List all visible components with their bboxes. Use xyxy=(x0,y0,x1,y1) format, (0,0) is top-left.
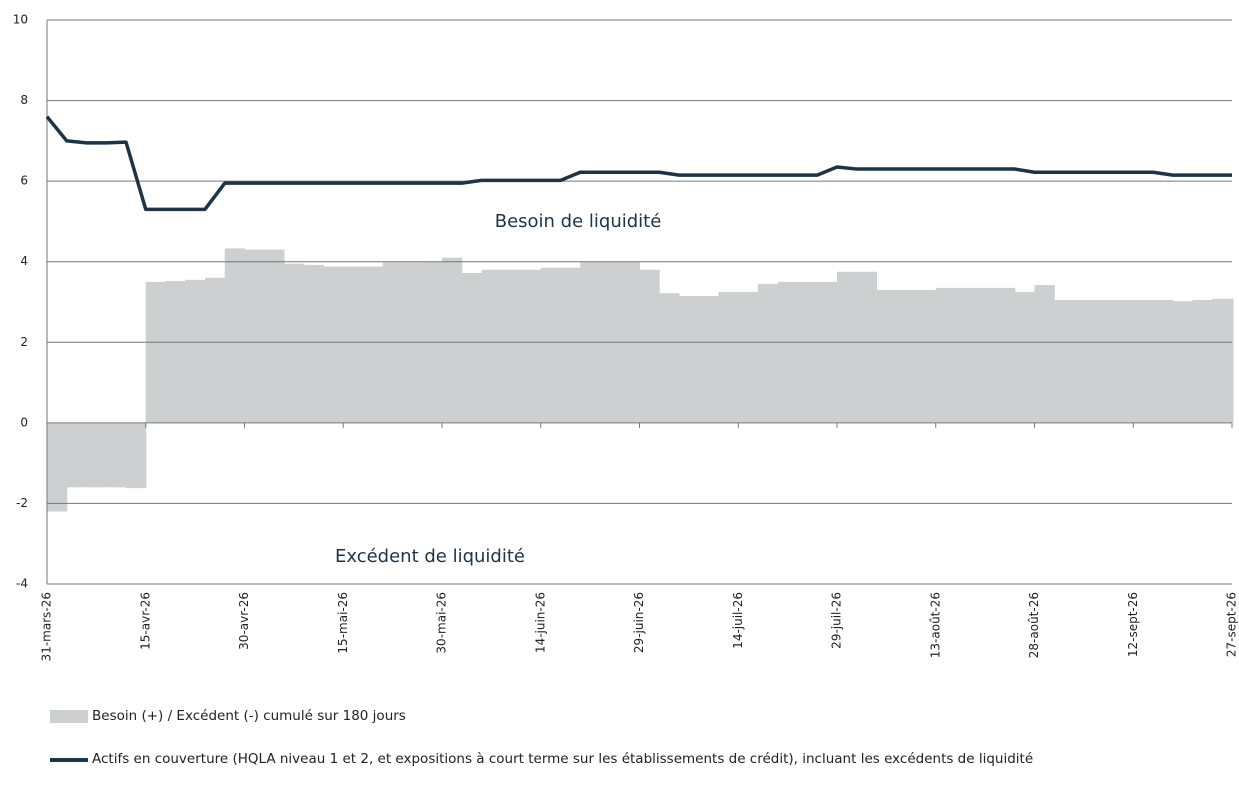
bar xyxy=(363,266,384,423)
x-tick-label: 14-juil-26 xyxy=(731,592,745,649)
bar xyxy=(777,281,798,423)
annotation: Excédent de liquidité xyxy=(335,546,525,567)
bar xyxy=(639,269,660,423)
bar xyxy=(461,272,482,423)
x-tick-label: 15-mai-26 xyxy=(336,592,350,654)
bar xyxy=(106,422,127,488)
bar xyxy=(975,287,996,423)
bar xyxy=(995,287,1016,423)
bar xyxy=(521,269,542,423)
y-tick-label: 6 xyxy=(20,174,28,188)
bar xyxy=(1093,299,1114,423)
bar xyxy=(86,422,107,488)
bar xyxy=(758,283,779,423)
y-tick-label: -2 xyxy=(16,496,28,510)
bar xyxy=(1113,299,1134,423)
bar xyxy=(1153,299,1174,423)
bar xyxy=(165,281,186,423)
bar xyxy=(718,291,739,423)
legend-label: Besoin (+) / Excédent (-) cumulé sur 180… xyxy=(92,708,406,724)
bar xyxy=(916,289,937,423)
bar xyxy=(1192,299,1213,423)
y-tick-label: 0 xyxy=(20,415,28,429)
bar xyxy=(797,281,818,423)
bar xyxy=(935,287,956,423)
bar xyxy=(955,287,976,423)
bar xyxy=(264,249,285,423)
bar xyxy=(66,422,87,488)
y-tick-label: 10 xyxy=(13,13,28,27)
bar xyxy=(1074,299,1095,423)
x-tick-label: 30-avr-26 xyxy=(237,592,251,650)
bar xyxy=(1232,298,1234,423)
bar xyxy=(501,269,522,423)
bar xyxy=(205,277,226,423)
bar xyxy=(481,269,502,423)
legend-label: Actifs en couverture (HQLA niveau 1 et 2… xyxy=(92,751,1034,767)
bar xyxy=(47,422,68,512)
bar xyxy=(856,271,877,423)
y-tick-label: -4 xyxy=(16,577,28,591)
x-tick-label: 13-août-26 xyxy=(928,592,942,658)
line xyxy=(45,115,1232,212)
bar xyxy=(540,267,561,423)
bar xyxy=(698,295,719,423)
y-tick-label: 4 xyxy=(20,254,28,268)
bar xyxy=(837,271,858,423)
bar xyxy=(679,295,700,423)
x-tick-label: 30-mai-26 xyxy=(435,592,449,654)
bar xyxy=(185,279,206,423)
bar xyxy=(659,293,680,423)
bar xyxy=(817,281,838,423)
bar xyxy=(876,289,897,423)
bar xyxy=(284,263,305,423)
bar xyxy=(224,248,245,423)
bar xyxy=(1014,291,1035,423)
bar xyxy=(1034,285,1055,423)
bar xyxy=(303,264,324,423)
bar xyxy=(1212,298,1233,423)
legend-item: Besoin (+) / Excédent (-) cumulé sur 180… xyxy=(50,708,406,724)
x-tick-label: 14-juin-26 xyxy=(533,592,547,653)
bar xyxy=(738,291,759,423)
legend-item: Actifs en couverture (HQLA niveau 1 et 2… xyxy=(50,752,1220,766)
x-tick-label: 12-sept-26 xyxy=(1126,592,1140,657)
bar xyxy=(343,266,364,423)
bar xyxy=(145,281,166,423)
x-tick-label: 29-juil-26 xyxy=(830,592,844,649)
x-tick-label: 31-mars-26 xyxy=(40,592,54,661)
annotation: Besoin de liquidité xyxy=(495,211,662,232)
bar xyxy=(1054,299,1075,423)
bar xyxy=(442,257,463,423)
legend-swatch xyxy=(50,710,88,723)
legend-swatch xyxy=(50,758,88,762)
x-tick-label: 15-avr-26 xyxy=(138,592,152,650)
bar xyxy=(1172,301,1193,423)
y-tick-label: 2 xyxy=(20,335,28,349)
bar xyxy=(896,289,917,423)
bar xyxy=(244,249,265,423)
bar xyxy=(323,266,344,423)
bar xyxy=(1133,299,1154,423)
chart: -4 -2 0 2 4 6 8 10 31-mars-26 15-avr-26 30-avr-26 1… xyxy=(13,13,1239,662)
x-tick-label: 28-août-26 xyxy=(1027,592,1041,658)
x-tick-label: 29-juin-26 xyxy=(632,592,646,653)
x-tick-label: 27-sept-26 xyxy=(1225,592,1239,657)
bar xyxy=(560,267,581,423)
bar xyxy=(126,422,147,489)
y-tick-label: 8 xyxy=(20,93,28,107)
